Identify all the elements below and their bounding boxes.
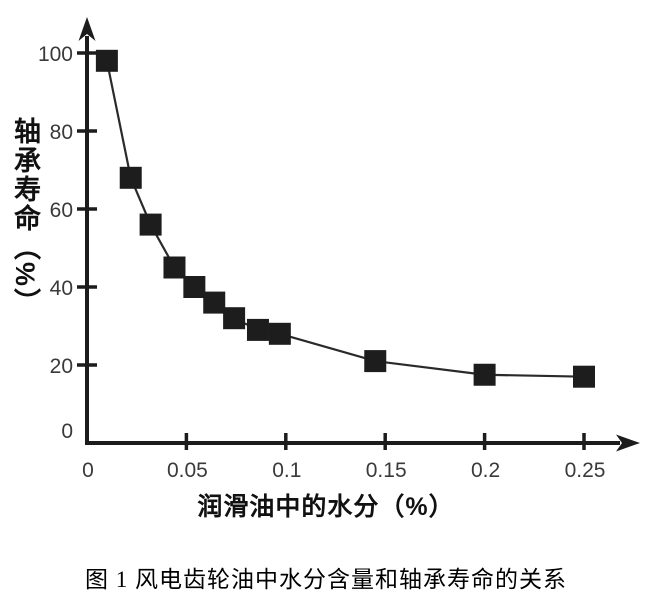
data-point-marker (119, 166, 142, 189)
y-axis-arrowhead (78, 17, 96, 41)
data-point-marker (203, 291, 226, 314)
data-point-marker (246, 318, 269, 341)
data-point-marker (473, 363, 496, 386)
data-point-marker (573, 365, 595, 388)
data-point-marker (139, 213, 162, 236)
data-point-marker (183, 276, 206, 298)
x-axis-arrowhead (616, 434, 640, 452)
x-axis-title: 润滑油中的水分（%） (197, 493, 455, 521)
x-tick-label: 0.2 (471, 459, 500, 482)
data-curve (105, 60, 585, 378)
x-tick-label: 0 (82, 459, 94, 482)
data-point-marker (268, 322, 291, 345)
x-tick-label: 0.05 (167, 459, 208, 482)
y-axis-title: 轴承寿命（%） (10, 117, 40, 318)
data-point-marker (364, 350, 387, 373)
y-tick-label: 80 (50, 121, 73, 144)
x-tick-label: 0.25 (565, 459, 606, 482)
data-point-marker (163, 256, 186, 279)
y-tick-label: 20 (50, 355, 73, 378)
y-tick-label: 0 (61, 420, 73, 443)
y-tick-label: 60 (50, 199, 73, 222)
data-point-marker (223, 307, 246, 330)
y-tick-label: 40 (50, 277, 73, 300)
figure-caption: 图 1 风电齿轮油中水分含量和轴承寿命的关系 (85, 567, 567, 592)
data-point-marker (95, 49, 118, 72)
y-tick-label: 100 (38, 43, 73, 66)
x-tick-label: 0.15 (366, 459, 407, 482)
chart-canvas: 0 20 40 60 80 100 0 0.05 0.1 0.15 0.2 0.25 (38, 17, 640, 482)
x-tick-label: 0.1 (272, 459, 301, 482)
